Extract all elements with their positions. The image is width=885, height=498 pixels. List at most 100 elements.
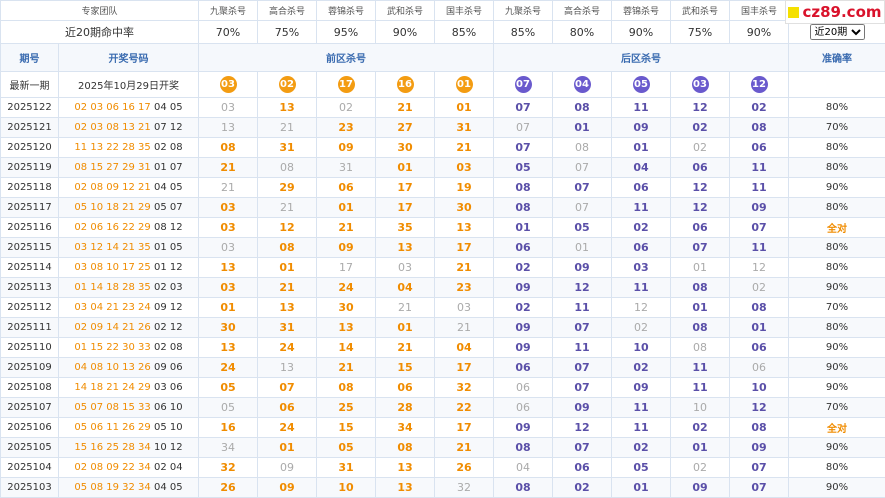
back-kill-number: 12 bbox=[730, 258, 789, 278]
back-kill-number: 12 bbox=[671, 98, 730, 118]
front-kill-number: 21 bbox=[258, 278, 317, 298]
back-kill-number: 02 bbox=[494, 298, 553, 318]
back-kill-ball: 05 bbox=[633, 76, 650, 93]
front-draw-numbers: 03 08 10 17 25 bbox=[74, 262, 150, 273]
front-kill-number: 30 bbox=[376, 138, 435, 158]
period-cell: 2025107 bbox=[1, 398, 59, 418]
accuracy-cell: 全对 bbox=[789, 218, 885, 238]
back-draw-numbers: 02 03 bbox=[154, 282, 183, 293]
back-kill-number: 02 bbox=[553, 478, 612, 498]
back-kill-number: 12 bbox=[553, 278, 612, 298]
back-kill-number: 11 bbox=[612, 418, 671, 438]
front-draw-numbers: 02 03 06 16 17 bbox=[74, 102, 150, 113]
back-kill-number: 11 bbox=[730, 238, 789, 258]
period-range-select[interactable]: 近20期 bbox=[810, 24, 865, 40]
back-draw-numbers: 09 12 bbox=[154, 302, 183, 313]
front-kill-number: 30 bbox=[317, 298, 376, 318]
front-kill-number: 01 bbox=[435, 98, 494, 118]
back-kill-number: 02 bbox=[730, 98, 789, 118]
front-kill-number: 13 bbox=[258, 358, 317, 378]
front-kill-number: 13 bbox=[376, 478, 435, 498]
accuracy-cell: 90% bbox=[789, 178, 885, 198]
hit-rate: 75% bbox=[258, 21, 317, 44]
draw-numbers-cell: 02 03 06 16 17 04 05 bbox=[59, 98, 199, 118]
front-kill-number: 08 bbox=[376, 438, 435, 458]
period-cell: 2025116 bbox=[1, 218, 59, 238]
back-kill-number: 08 bbox=[494, 178, 553, 198]
front-kill-number: 21 bbox=[376, 338, 435, 358]
back-draw-numbers: 07 12 bbox=[154, 122, 183, 133]
back-draw-numbers: 09 06 bbox=[154, 362, 183, 373]
front-kill-number: 13 bbox=[435, 218, 494, 238]
back-kill-number: 07 bbox=[730, 218, 789, 238]
back-kill-number: 09 bbox=[671, 478, 730, 498]
back-kill-number: 12 bbox=[553, 418, 612, 438]
front-kill-number: 13 bbox=[199, 258, 258, 278]
back-kill-number: 01 bbox=[671, 258, 730, 278]
back-kill-number: 11 bbox=[730, 178, 789, 198]
back-kill-number: 11 bbox=[612, 98, 671, 118]
front-kill-number: 03 bbox=[376, 258, 435, 278]
front-draw-numbers: 08 15 27 29 31 bbox=[74, 162, 150, 173]
back-kill-number: 08 bbox=[553, 138, 612, 158]
front-kill-number: 17 bbox=[376, 198, 435, 218]
period-cell: 2025118 bbox=[1, 178, 59, 198]
front-kill-number: 21 bbox=[435, 258, 494, 278]
front-kill-number: 06 bbox=[317, 178, 376, 198]
front-kill-ball: 02 bbox=[279, 76, 296, 93]
front-kill-number: 23 bbox=[435, 278, 494, 298]
draw-numbers-cell: 02 09 14 21 26 02 12 bbox=[59, 318, 199, 338]
front-kill-number: 01 bbox=[258, 258, 317, 278]
front-kill-number: 23 bbox=[317, 118, 376, 138]
front-kill-number: 32 bbox=[435, 378, 494, 398]
back-kill-number: 09 bbox=[494, 278, 553, 298]
back-kill-number: 09 bbox=[612, 378, 671, 398]
latest-label: 最新一期 bbox=[1, 72, 59, 98]
back-kill-number: 02 bbox=[612, 218, 671, 238]
back-draw-numbers: 01 05 bbox=[154, 242, 183, 253]
front-kill-number: 26 bbox=[199, 478, 258, 498]
back-kill-number: 07 bbox=[494, 98, 553, 118]
draw-numbers-cell: 01 15 22 30 33 02 08 bbox=[59, 338, 199, 358]
front-kill-number: 28 bbox=[376, 398, 435, 418]
accuracy-cell: 70% bbox=[789, 398, 885, 418]
back-kill-number: 06 bbox=[730, 358, 789, 378]
back-kill-ball: 04 bbox=[574, 76, 591, 93]
draw-numbers-cell: 02 03 08 13 21 07 12 bbox=[59, 118, 199, 138]
front-kill-number: 06 bbox=[376, 378, 435, 398]
back-kill-number: 08 bbox=[671, 318, 730, 338]
expert-name: 武和杀号 bbox=[671, 1, 730, 21]
draw-numbers-cell: 11 13 22 28 35 02 08 bbox=[59, 138, 199, 158]
draw-col-header: 开奖号码 bbox=[59, 44, 199, 72]
front-kill-ball: 01 bbox=[456, 76, 473, 93]
back-kill-number: 01 bbox=[553, 238, 612, 258]
accuracy-cell: 80% bbox=[789, 318, 885, 338]
front-kill-number: 17 bbox=[435, 418, 494, 438]
back-draw-numbers: 02 04 bbox=[154, 462, 183, 473]
back-kill-number: 08 bbox=[730, 298, 789, 318]
draw-numbers-cell: 03 12 14 21 35 01 05 bbox=[59, 238, 199, 258]
expert-name: 高合杀号 bbox=[258, 1, 317, 21]
back-kill-number: 05 bbox=[553, 218, 612, 238]
front-kill-number: 17 bbox=[376, 178, 435, 198]
site-logo[interactable]: cz89.com bbox=[785, 0, 885, 24]
hit-rate: 95% bbox=[317, 21, 376, 44]
front-draw-numbers: 05 08 19 32 34 bbox=[74, 482, 150, 493]
front-kill-number: 21 bbox=[435, 318, 494, 338]
draw-numbers-cell: 05 07 08 15 33 06 10 bbox=[59, 398, 199, 418]
back-kill-number: 07 bbox=[553, 438, 612, 458]
accuracy-cell: 90% bbox=[789, 358, 885, 378]
front-kill-number: 31 bbox=[317, 158, 376, 178]
back-kill-header: 后区杀号 bbox=[494, 44, 789, 72]
front-kill-number: 09 bbox=[258, 478, 317, 498]
front-kill-number: 03 bbox=[199, 278, 258, 298]
front-kill-number: 02 bbox=[317, 98, 376, 118]
front-kill-number: 13 bbox=[376, 458, 435, 478]
front-draw-numbers: 15 16 25 28 34 bbox=[74, 442, 150, 453]
